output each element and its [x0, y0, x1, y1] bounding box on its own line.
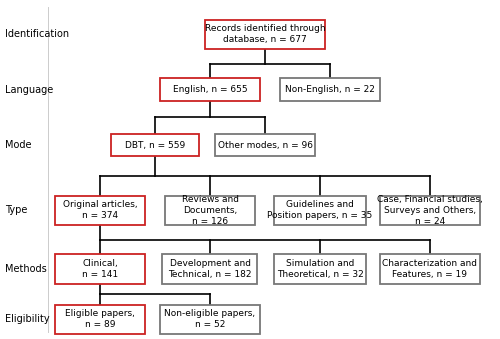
FancyBboxPatch shape	[215, 134, 315, 157]
FancyBboxPatch shape	[380, 196, 480, 225]
Text: Characterization and
Features, n = 19: Characterization and Features, n = 19	[382, 259, 478, 279]
Text: Development and
Technical, n = 182: Development and Technical, n = 182	[168, 259, 252, 279]
Text: Non-English, n = 22: Non-English, n = 22	[285, 85, 375, 94]
Text: Clinical,
n = 141: Clinical, n = 141	[82, 259, 118, 279]
Text: Reviews and
Documents,
n = 126: Reviews and Documents, n = 126	[182, 195, 238, 226]
Text: Guidelines and
Position papers, n = 35: Guidelines and Position papers, n = 35	[268, 200, 372, 220]
FancyBboxPatch shape	[55, 254, 145, 284]
Text: Eligibility: Eligibility	[5, 315, 50, 324]
Text: Mode: Mode	[5, 140, 32, 150]
FancyBboxPatch shape	[274, 196, 366, 225]
FancyBboxPatch shape	[160, 78, 260, 101]
FancyBboxPatch shape	[280, 78, 380, 101]
FancyBboxPatch shape	[380, 254, 480, 284]
FancyBboxPatch shape	[160, 305, 260, 334]
Text: Type: Type	[5, 205, 28, 215]
FancyBboxPatch shape	[111, 134, 198, 157]
Text: Records identified through
database, n = 677: Records identified through database, n =…	[204, 24, 326, 44]
Text: Identification: Identification	[5, 29, 69, 39]
Text: Other modes, n = 96: Other modes, n = 96	[218, 141, 312, 149]
FancyBboxPatch shape	[55, 196, 145, 225]
FancyBboxPatch shape	[55, 305, 145, 334]
FancyBboxPatch shape	[205, 20, 325, 49]
Text: Case, Financial studies,
Surveys and Others,
n = 24: Case, Financial studies, Surveys and Oth…	[377, 195, 483, 226]
Text: Original articles,
n = 374: Original articles, n = 374	[62, 200, 138, 220]
Text: English, n = 655: English, n = 655	[172, 85, 248, 94]
Text: Methods: Methods	[5, 264, 47, 274]
FancyBboxPatch shape	[274, 254, 366, 284]
Text: Non-eligible papers,
n = 52: Non-eligible papers, n = 52	[164, 310, 256, 330]
FancyBboxPatch shape	[165, 196, 255, 225]
FancyBboxPatch shape	[162, 254, 258, 284]
Text: Eligible papers,
n = 89: Eligible papers, n = 89	[65, 310, 135, 330]
Text: Simulation and
Theoretical, n = 32: Simulation and Theoretical, n = 32	[276, 259, 364, 279]
Text: DBT, n = 559: DBT, n = 559	[125, 141, 185, 149]
Text: Language: Language	[5, 85, 53, 95]
